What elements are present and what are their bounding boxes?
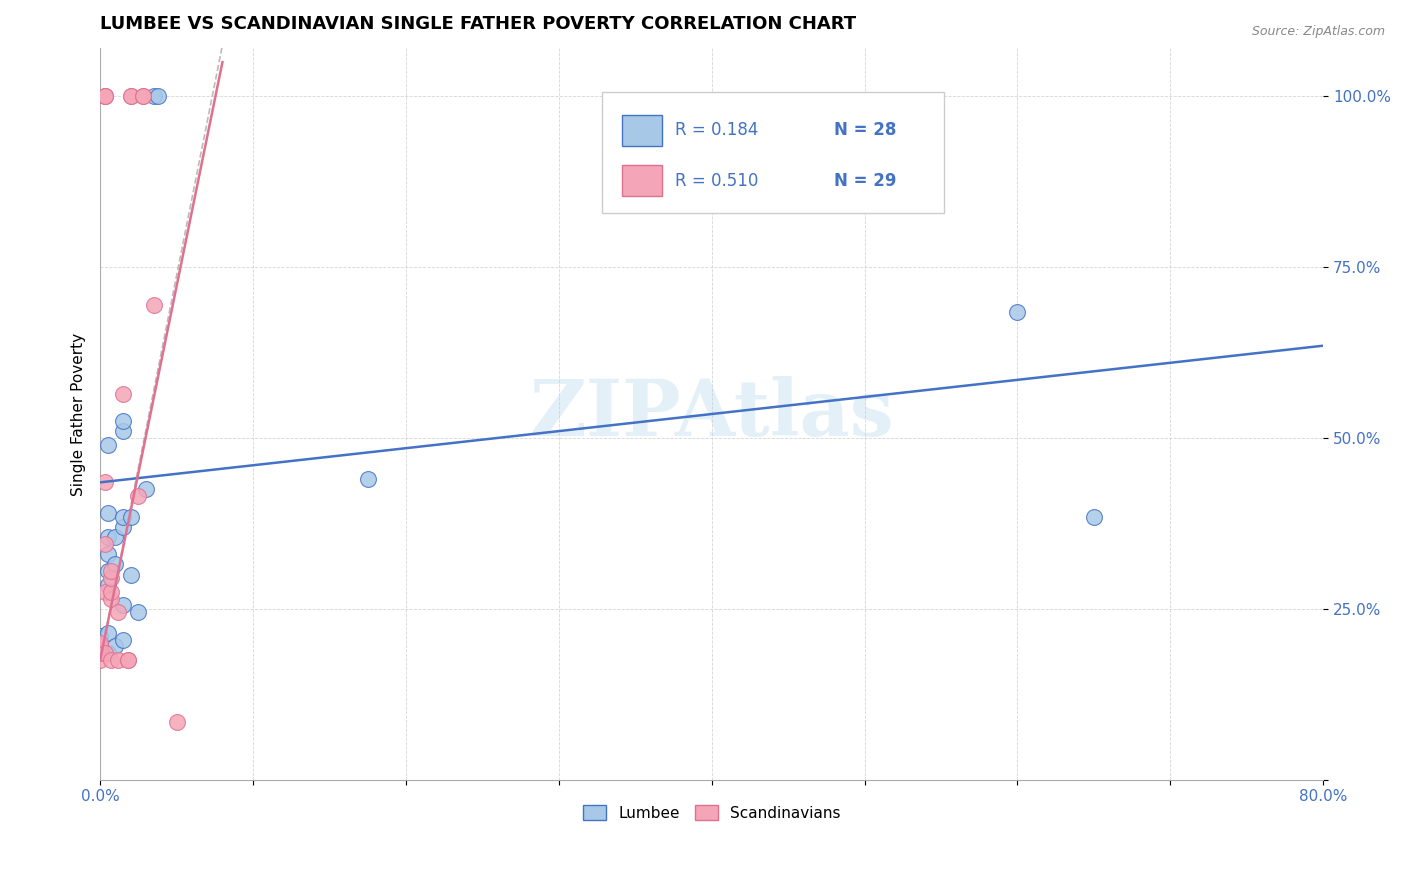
Point <box>89 640 111 654</box>
Point <box>107 653 129 667</box>
FancyBboxPatch shape <box>602 92 943 213</box>
Point <box>104 558 127 572</box>
Point <box>100 564 122 578</box>
Point <box>166 714 188 729</box>
Point <box>100 653 122 667</box>
Text: Source: ZipAtlas.com: Source: ZipAtlas.com <box>1251 25 1385 38</box>
Point <box>117 653 139 667</box>
Point <box>1083 509 1105 524</box>
Point <box>97 438 120 452</box>
FancyBboxPatch shape <box>623 115 662 145</box>
Point <box>112 632 135 647</box>
Point <box>117 653 139 667</box>
Point <box>142 298 165 312</box>
Point <box>97 506 120 520</box>
Point <box>107 605 129 619</box>
Point <box>132 89 155 103</box>
Text: N = 28: N = 28 <box>834 121 897 139</box>
Point <box>89 636 111 650</box>
Point <box>93 475 115 490</box>
Point <box>1007 304 1029 318</box>
Point <box>112 414 135 428</box>
Point <box>120 567 142 582</box>
Point <box>97 625 120 640</box>
Y-axis label: Single Father Poverty: Single Father Poverty <box>72 333 86 496</box>
Point <box>93 89 115 103</box>
Point <box>97 564 120 578</box>
Point <box>132 89 155 103</box>
Point <box>120 89 142 103</box>
Point <box>112 386 135 401</box>
Legend: Lumbee, Scandinavians: Lumbee, Scandinavians <box>576 798 846 827</box>
Point <box>142 89 165 103</box>
Text: R = 0.510: R = 0.510 <box>675 172 758 190</box>
Point <box>104 530 127 544</box>
Point <box>135 482 157 496</box>
Point <box>120 89 142 103</box>
Point <box>112 509 135 524</box>
Point <box>112 424 135 438</box>
Text: LUMBEE VS SCANDINAVIAN SINGLE FATHER POVERTY CORRELATION CHART: LUMBEE VS SCANDINAVIAN SINGLE FATHER POV… <box>100 15 856 33</box>
Point <box>89 642 111 657</box>
Point <box>112 599 135 613</box>
Point <box>93 537 115 551</box>
Text: N = 29: N = 29 <box>834 172 897 190</box>
Point <box>127 489 149 503</box>
Point <box>93 646 115 660</box>
Point <box>93 89 115 103</box>
Point <box>104 640 127 654</box>
Point <box>97 530 120 544</box>
Point <box>100 591 122 606</box>
Point <box>89 646 111 660</box>
Point <box>89 629 111 643</box>
Point <box>93 89 115 103</box>
Text: R = 0.184: R = 0.184 <box>675 121 758 139</box>
Point <box>89 653 111 667</box>
Point <box>148 89 170 103</box>
Point <box>100 584 122 599</box>
Point <box>89 640 111 654</box>
Point <box>357 472 380 486</box>
FancyBboxPatch shape <box>623 165 662 196</box>
Point <box>120 509 142 524</box>
Point <box>127 605 149 619</box>
Point <box>97 646 120 660</box>
Point <box>93 584 115 599</box>
Text: ZIPAtlas: ZIPAtlas <box>530 376 894 452</box>
Point <box>100 571 122 585</box>
Point <box>112 520 135 534</box>
Point <box>97 578 120 592</box>
Point <box>97 547 120 561</box>
